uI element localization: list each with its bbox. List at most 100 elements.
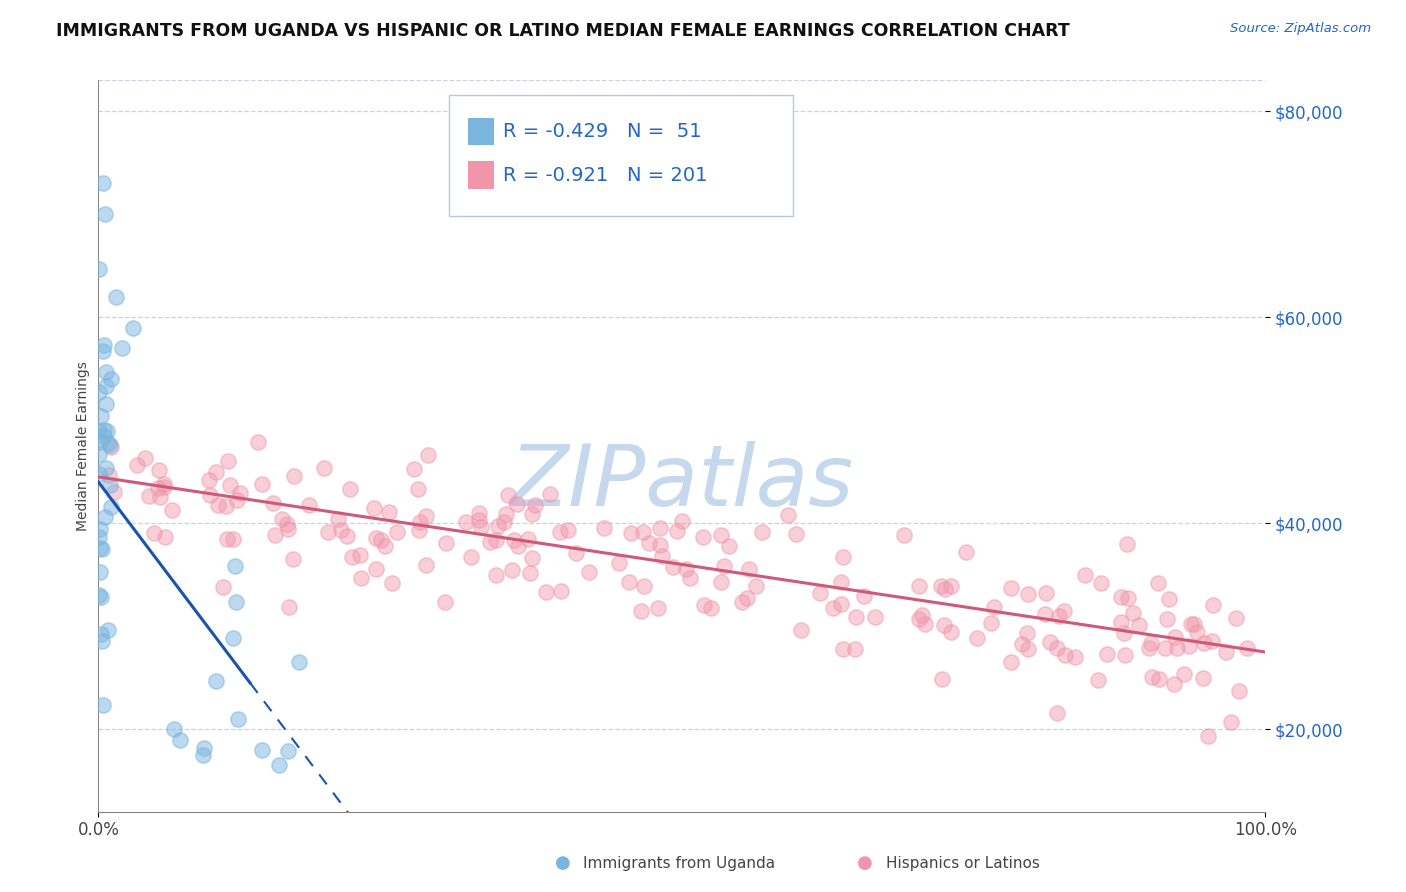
Point — [339, 482, 361, 496]
Point — [98, 438, 121, 452]
Point — [224, 558, 246, 573]
Point — [1220, 715, 1243, 730]
Point — [1147, 672, 1170, 686]
Point — [153, 477, 176, 491]
Text: ●: ● — [856, 855, 873, 872]
Point — [485, 568, 508, 582]
Point — [1090, 576, 1112, 591]
Text: Immigrants from Uganda: Immigrants from Uganda — [583, 856, 776, 871]
Point — [1139, 640, 1161, 655]
Text: Source: ZipAtlas.com: Source: ZipAtlas.com — [1230, 22, 1371, 36]
Point — [565, 546, 588, 560]
Point — [87, 424, 110, 438]
Point — [832, 550, 855, 565]
Point — [893, 528, 915, 542]
Point — [91, 176, 114, 190]
Point — [100, 372, 122, 386]
Point — [1182, 617, 1205, 632]
Point — [550, 584, 572, 599]
Point — [607, 556, 630, 570]
Point — [914, 617, 936, 632]
Point — [98, 468, 121, 483]
Point — [1035, 586, 1057, 600]
Point — [1033, 607, 1056, 621]
Point — [830, 598, 852, 612]
Point — [134, 451, 156, 466]
Point — [205, 673, 228, 688]
Point — [790, 623, 813, 637]
Point — [1063, 650, 1085, 665]
Point — [94, 460, 117, 475]
Point — [911, 607, 934, 622]
Point — [142, 526, 165, 541]
Point — [1114, 648, 1136, 663]
Point — [808, 586, 831, 600]
Point — [617, 575, 640, 590]
Point — [486, 518, 509, 533]
Point — [1147, 576, 1170, 591]
Point — [91, 344, 114, 359]
Point — [298, 498, 321, 512]
Point — [454, 516, 477, 530]
Point — [276, 516, 298, 531]
Point — [148, 463, 170, 477]
Point — [941, 579, 963, 593]
Point — [823, 600, 845, 615]
Point — [536, 584, 558, 599]
Point — [908, 579, 931, 593]
Point — [94, 365, 117, 379]
Point — [1017, 642, 1039, 657]
Point — [593, 520, 616, 534]
FancyBboxPatch shape — [449, 95, 793, 216]
Point — [1153, 640, 1175, 655]
Point — [96, 397, 118, 411]
Point — [578, 565, 600, 579]
Point — [277, 744, 299, 758]
Point — [434, 536, 457, 550]
Point — [89, 261, 111, 276]
Point — [149, 490, 172, 504]
Point — [153, 530, 176, 544]
Point — [314, 460, 336, 475]
Point — [1225, 611, 1247, 625]
Point — [1192, 636, 1215, 650]
Point — [94, 379, 117, 393]
Point — [1163, 677, 1185, 691]
Text: R = -0.921   N = 201: R = -0.921 N = 201 — [503, 166, 707, 185]
Point — [675, 562, 697, 576]
Point — [214, 499, 236, 513]
Point — [229, 486, 252, 500]
Point — [631, 524, 654, 539]
Point — [1215, 644, 1237, 658]
Point — [90, 626, 112, 640]
Point — [460, 550, 482, 565]
Text: ZIPatlas: ZIPatlas — [510, 441, 853, 524]
Point — [485, 533, 508, 548]
Point — [983, 600, 1005, 615]
Point — [666, 524, 689, 538]
FancyBboxPatch shape — [468, 161, 494, 189]
Point — [336, 529, 359, 543]
Point — [125, 458, 148, 472]
Point — [648, 521, 671, 535]
Point — [908, 612, 931, 626]
Point — [1052, 604, 1074, 618]
Point — [503, 533, 526, 547]
Point — [349, 548, 371, 562]
Point — [163, 723, 186, 737]
Point — [1140, 636, 1163, 650]
Point — [1202, 598, 1225, 612]
Point — [1011, 637, 1033, 651]
Point — [1201, 634, 1223, 648]
Point — [89, 523, 111, 537]
Point — [366, 562, 388, 576]
Point — [1115, 537, 1137, 551]
Point — [98, 478, 121, 492]
Point — [523, 498, 546, 512]
Point — [1112, 625, 1135, 640]
Point — [633, 579, 655, 593]
Point — [1140, 670, 1163, 684]
Point — [152, 480, 174, 494]
Point — [1197, 730, 1219, 744]
Point — [520, 551, 543, 566]
